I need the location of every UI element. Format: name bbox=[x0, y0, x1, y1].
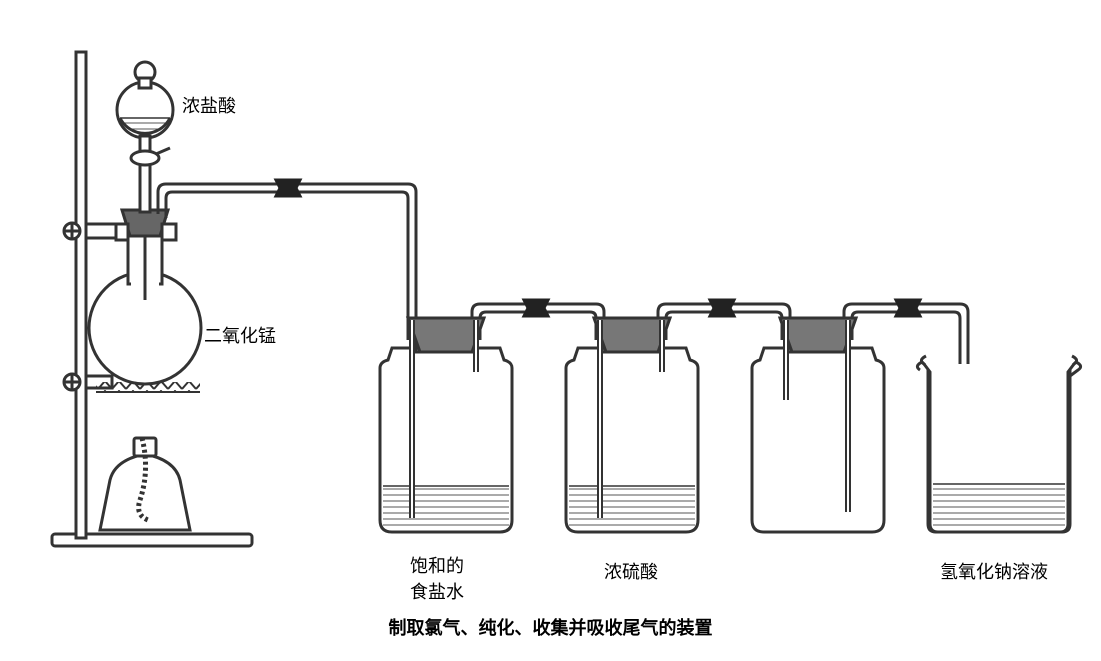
diagram-canvas: 浓盐酸 二氧化锰 饱和的 食盐水 浓硫酸 氢氧化钠溶液 制取氯气、纯化、收集并吸… bbox=[0, 0, 1101, 661]
apparatus-svg bbox=[0, 0, 1101, 661]
tube-b2-b3 bbox=[658, 300, 790, 340]
label-naoh: 氢氧化钠溶液 bbox=[940, 558, 1048, 584]
dropping-funnel bbox=[117, 62, 173, 212]
wash-bottle-1 bbox=[380, 318, 512, 532]
collection-bottle bbox=[752, 318, 884, 532]
label-h2so4: 浓硫酸 bbox=[604, 558, 658, 584]
label-mno2: 二氧化锰 bbox=[204, 322, 276, 348]
tube-b1-b2 bbox=[472, 300, 604, 340]
wash-bottle-2 bbox=[566, 318, 698, 532]
label-hcl: 浓盐酸 bbox=[182, 92, 236, 118]
tail-gas-beaker bbox=[917, 356, 1080, 532]
label-brine: 饱和的 食盐水 bbox=[410, 552, 464, 604]
caption: 制取氯气、纯化、收集并吸收尾气的装置 bbox=[0, 614, 1101, 640]
alcohol-burner bbox=[100, 438, 190, 530]
